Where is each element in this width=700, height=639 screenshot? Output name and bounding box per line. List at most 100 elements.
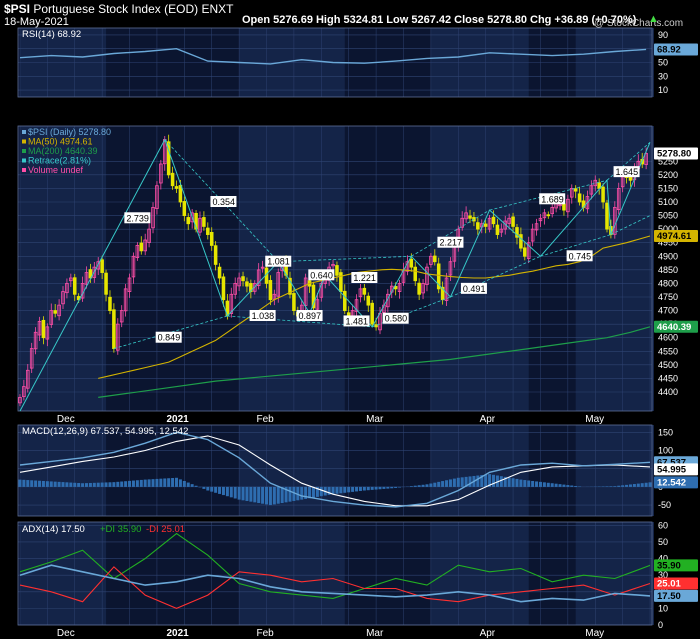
macd-histogram-bar xyxy=(460,477,464,487)
price-y-tick: 4800 xyxy=(658,278,678,288)
macd-histogram-bar xyxy=(241,486,245,501)
macd-histogram-bar xyxy=(186,482,190,487)
retrace-label: 1.645 xyxy=(616,167,639,177)
price-candle xyxy=(495,224,500,235)
x-axis-label: 2021 xyxy=(167,414,190,425)
price-candle xyxy=(53,310,57,314)
macd-histogram-bar xyxy=(194,485,198,487)
watermark: @ StockCharts.com xyxy=(594,18,684,29)
macd-histogram-bar xyxy=(358,486,362,491)
price-candle xyxy=(206,227,210,235)
macd-histogram-bar xyxy=(18,479,22,487)
macd-histogram-bar xyxy=(355,486,359,492)
macd-histogram-bar xyxy=(49,481,53,487)
price-candle xyxy=(534,223,539,231)
adx-y-tick: 0 xyxy=(658,620,663,630)
x-axis-label: Feb xyxy=(257,414,275,425)
macd-histogram-bar xyxy=(484,474,488,487)
price-candle xyxy=(507,217,511,224)
macd-histogram-bar xyxy=(167,478,171,487)
price-candle xyxy=(417,282,421,295)
retrace-label-bg xyxy=(539,193,566,205)
macd-month-band xyxy=(575,425,654,516)
price-candle xyxy=(370,302,374,325)
macd-histogram-bar xyxy=(100,482,104,487)
macd-histogram-bar xyxy=(120,481,124,487)
price-y-tick: 5000 xyxy=(658,224,678,234)
price-legend-item: MA(50) 4974.61 xyxy=(28,137,93,147)
ma200-last-label: 4640.39 xyxy=(657,322,691,333)
price-candle xyxy=(253,283,257,292)
retrace-label-bg xyxy=(308,269,335,281)
adx-title: ADX(14) 17.50 xyxy=(22,524,85,535)
price-candle xyxy=(241,276,245,282)
price-candle xyxy=(562,203,566,211)
retrace-label-bg xyxy=(155,331,182,343)
macd-histogram-bar xyxy=(613,486,617,487)
plus-di-line xyxy=(19,532,651,599)
retrace-label: 2.739 xyxy=(126,213,149,223)
macd-histogram-bar xyxy=(605,486,609,487)
price-y-tick: 5200 xyxy=(658,170,678,180)
price-candle xyxy=(209,231,214,246)
price-candle xyxy=(221,276,226,301)
macd-panel-border xyxy=(17,424,653,517)
macd-histogram-bar xyxy=(139,479,143,487)
macd-histogram-bar xyxy=(96,482,100,487)
price-legend-swatch xyxy=(22,139,26,144)
macd-histogram-bar xyxy=(480,475,484,487)
price-candle xyxy=(589,185,594,195)
macd-histogram-bar xyxy=(77,483,81,487)
price-candle xyxy=(151,207,155,229)
price-candle xyxy=(487,217,492,230)
retrace-label: 1.221 xyxy=(353,273,376,283)
price-candle xyxy=(319,283,324,298)
macd-histogram-bar xyxy=(503,476,507,487)
macd-histogram-bar xyxy=(351,486,355,492)
macd-histogram-bar xyxy=(390,486,394,489)
macd-histogram-bar xyxy=(366,486,370,491)
macd-histogram-bar xyxy=(519,479,523,487)
macd-histogram-bar xyxy=(34,480,38,487)
macd-histogram-bar xyxy=(268,486,272,506)
retrace-label: 1.481 xyxy=(346,316,369,326)
price-candle xyxy=(139,242,144,252)
macd-histogram-bar xyxy=(61,482,65,487)
ma50-line xyxy=(98,235,651,379)
macd-histogram-bar xyxy=(81,483,85,487)
macd-histogram-bar xyxy=(92,482,96,487)
macd-histogram-bar xyxy=(155,478,159,487)
price-candle xyxy=(49,310,54,325)
macd-histogram-bar xyxy=(570,485,574,487)
retrace-dashed xyxy=(411,209,490,257)
price-candle xyxy=(72,277,77,295)
price-candle xyxy=(84,272,89,285)
price-candle xyxy=(127,277,132,292)
price-y-tick: 4600 xyxy=(658,333,678,343)
price-candle xyxy=(29,348,34,369)
price-candle xyxy=(166,141,171,176)
price-panel-border xyxy=(17,125,653,412)
macd-histogram-bar xyxy=(45,481,49,487)
adx-month-band xyxy=(575,522,654,625)
retrace-dashed xyxy=(540,234,612,257)
retrace-dashed xyxy=(278,255,412,263)
macd-histogram-bar xyxy=(276,486,280,504)
price-y-tick: 4400 xyxy=(658,387,678,397)
macd-histogram-bar xyxy=(550,483,554,487)
price-candle xyxy=(362,287,367,295)
plus-di-last-label-bg xyxy=(654,559,698,572)
retrace-dashed xyxy=(606,141,651,181)
rsi-line xyxy=(19,47,647,65)
x-axis-label: May xyxy=(585,628,604,639)
macd-histogram-bar xyxy=(26,480,30,487)
macd-line xyxy=(19,431,651,508)
macd-histogram-bar xyxy=(22,479,26,487)
macd-histogram-bar xyxy=(163,478,167,487)
retrace-label-bg xyxy=(249,310,276,321)
price-y-tick: 4550 xyxy=(658,346,678,356)
retrace-label: 0.849 xyxy=(158,333,181,343)
price-candle xyxy=(523,247,527,257)
retrace-dashed xyxy=(372,296,451,328)
price-candle xyxy=(276,272,281,297)
